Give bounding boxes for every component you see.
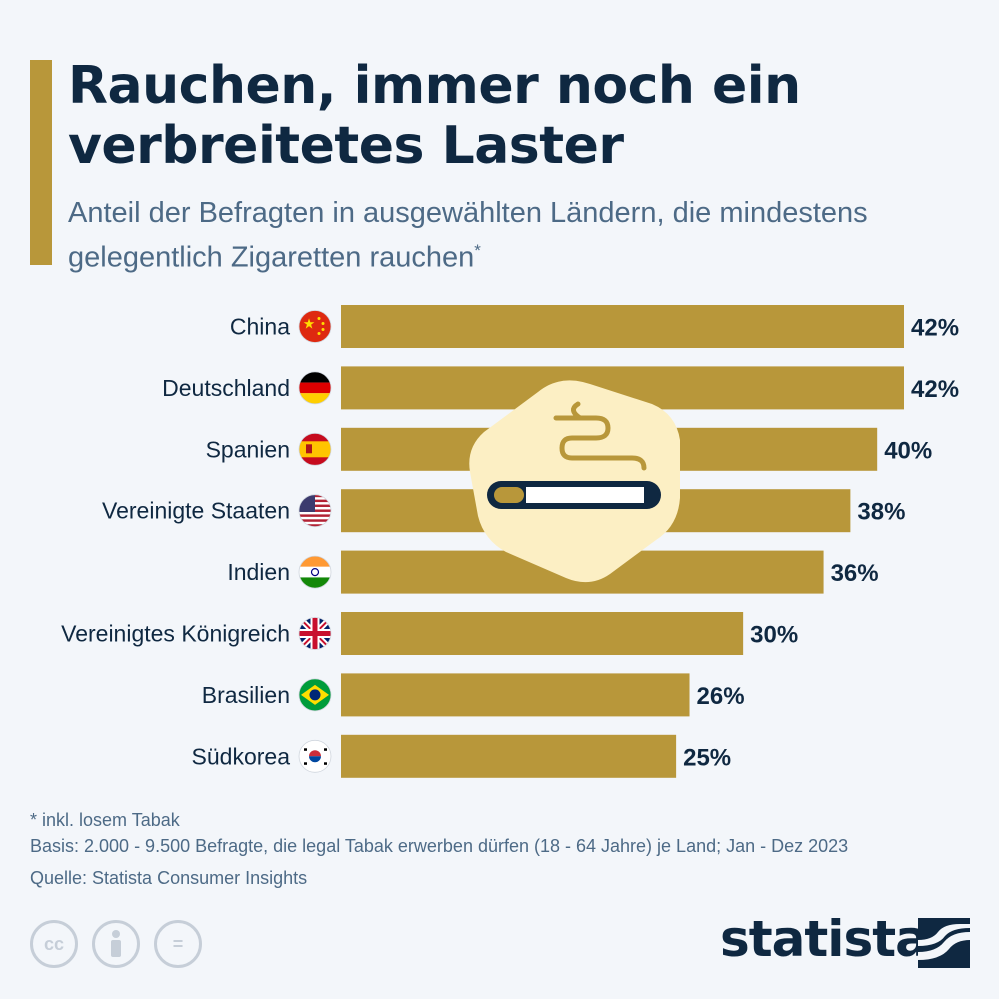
footnote-source: Quelle: Statista Consumer Insights	[30, 868, 308, 888]
cigarette-smoke-icon	[469, 380, 680, 583]
footnote-note: * inkl. losem Tabak	[30, 810, 180, 830]
statista-logo-text[interactable]: statista	[720, 910, 929, 968]
south-korea-flag-icon	[298, 739, 332, 773]
title-accent-bar	[30, 60, 52, 265]
no-derivatives-icon[interactable]: =	[154, 920, 202, 968]
subtitle-text: Anteil der Befragten in ausgewählten Län…	[68, 197, 868, 274]
india-flag-icon	[298, 555, 332, 589]
spain-flag-icon	[298, 432, 332, 466]
statista-logo-mark	[918, 918, 970, 968]
footnote-basis: Basis: 2.000 - 9.500 Befragte, die legal…	[30, 836, 849, 856]
cc-icon[interactable]: cc	[30, 920, 78, 968]
value-label: 25%	[683, 744, 731, 771]
bar[interactable]	[341, 673, 690, 717]
attribution-icon[interactable]	[92, 920, 140, 968]
bar[interactable]	[341, 734, 677, 778]
bar-group: Südkorea 25%	[192, 734, 731, 778]
bar-group: Vereinigtes Königreich 30%	[61, 612, 798, 655]
bar[interactable]	[341, 612, 744, 655]
category-label: Vereinigte Staaten	[102, 498, 290, 524]
usa-flag-icon	[298, 494, 332, 528]
bar-group: China ★ 42%	[230, 305, 959, 348]
value-label: 42%	[911, 315, 959, 342]
value-label: 26%	[697, 683, 745, 710]
value-label: 36%	[831, 560, 879, 587]
brazil-flag-icon	[298, 678, 332, 712]
subtitle-footnote-mark: *	[474, 241, 481, 260]
license-icons: cc =	[30, 920, 202, 968]
category-label: Brasilien	[202, 682, 290, 708]
chart-subtitle: Anteil der Befragten in ausgewählten Län…	[68, 194, 968, 277]
china-flag-icon: ★	[298, 310, 332, 343]
value-label: 42%	[911, 376, 959, 403]
germany-flag-icon	[298, 371, 332, 405]
svg-text:★: ★	[303, 316, 316, 332]
category-label: Südkorea	[192, 743, 291, 769]
value-label: 38%	[857, 499, 905, 526]
category-label: Vereinigtes Königreich	[61, 621, 290, 647]
bar-group: Brasilien 26%	[202, 673, 745, 717]
bar[interactable]	[341, 305, 904, 348]
chart-title: Rauchen, immer noch ein verbreitetes Las…	[68, 56, 801, 176]
category-label: Deutschland	[162, 375, 290, 401]
category-label: Spanien	[206, 436, 290, 462]
value-label: 40%	[884, 437, 932, 464]
category-label: Indien	[227, 559, 290, 585]
value-label: 30%	[750, 622, 798, 649]
uk-flag-icon	[298, 617, 332, 650]
category-label: China	[230, 314, 290, 340]
